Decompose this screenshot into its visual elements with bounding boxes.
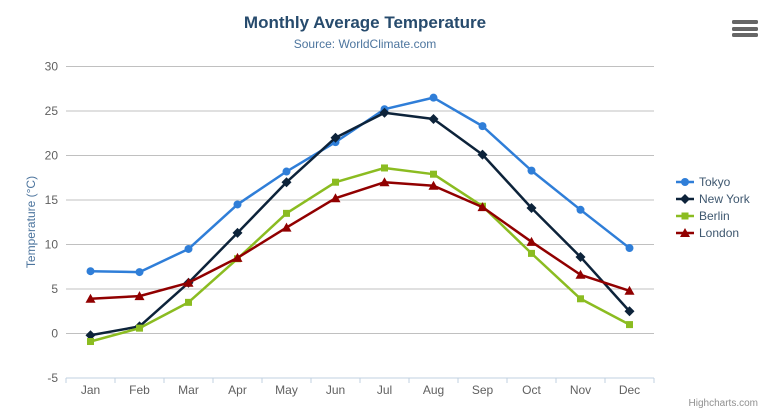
- series-line-new-york: [89, 111, 631, 337]
- data-point-new-york[interactable]: [575, 251, 586, 262]
- data-point-berlin[interactable]: [185, 298, 192, 306]
- legend-item-new-york[interactable]: New York: [676, 191, 750, 207]
- berlin-legend-marker-icon: [676, 212, 694, 220]
- x-axis-label: Jul: [377, 383, 392, 397]
- data-point-london[interactable]: [624, 285, 635, 295]
- data-point-london[interactable]: [134, 291, 145, 301]
- data-point-berlin[interactable]: [626, 321, 633, 329]
- y-axis-label: -5: [47, 371, 58, 385]
- series-line-tokyo: [89, 96, 631, 274]
- data-point-london[interactable]: [232, 252, 243, 262]
- chart-title: Monthly Average Temperature: [243, 13, 487, 32]
- y-axis-label: 0: [51, 327, 58, 341]
- y-axis-title: Temperature (°C): [24, 175, 38, 269]
- hamburger-icon: [732, 20, 758, 24]
- hamburger-icon: [732, 26, 758, 31]
- y-axis-label: 20: [45, 149, 59, 163]
- legend-label-berlin: Berlin: [699, 209, 730, 223]
- x-axis-label: Mar: [178, 383, 199, 397]
- data-point-new-york[interactable]: [624, 306, 635, 317]
- x-axis-label: Feb: [129, 383, 150, 397]
- data-point-new-york[interactable]: [477, 149, 488, 160]
- data-point-london[interactable]: [379, 177, 390, 187]
- legend-label-london: London: [699, 226, 740, 240]
- data-point-tokyo[interactable]: [233, 200, 242, 209]
- legend: Tokyo New York Berlin London: [676, 174, 750, 242]
- context-menu-button[interactable]: [732, 20, 758, 37]
- x-axis-label: Jun: [326, 383, 345, 397]
- data-point-new-york[interactable]: [85, 330, 96, 341]
- data-point-berlin[interactable]: [283, 209, 290, 217]
- series-line-london: [89, 180, 631, 301]
- tokyo-legend-marker-icon: [676, 178, 694, 186]
- hamburger-icon: [732, 33, 758, 37]
- data-point-tokyo[interactable]: [429, 93, 438, 102]
- data-point-london[interactable]: [428, 180, 439, 190]
- x-axis-label: Oct: [522, 383, 541, 397]
- data-point-tokyo[interactable]: [282, 167, 291, 176]
- data-point-tokyo[interactable]: [86, 267, 95, 276]
- data-point-new-york[interactable]: [379, 107, 390, 118]
- data-point-tokyo[interactable]: [527, 166, 536, 175]
- legend-label-new-york: New York: [699, 192, 750, 206]
- data-point-london[interactable]: [330, 193, 341, 203]
- x-axis-label: Aug: [423, 383, 444, 397]
- data-point-berlin[interactable]: [430, 170, 437, 178]
- data-point-london[interactable]: [85, 293, 96, 303]
- data-point-tokyo[interactable]: [625, 244, 634, 253]
- y-axis-label: 10: [45, 238, 59, 252]
- data-point-tokyo[interactable]: [478, 122, 487, 131]
- new-york-legend-marker-icon: [676, 194, 694, 204]
- legend-item-tokyo[interactable]: Tokyo: [676, 174, 750, 190]
- y-axis-label: 30: [45, 60, 59, 74]
- data-point-berlin[interactable]: [381, 164, 388, 172]
- data-point-london[interactable]: [477, 202, 488, 212]
- london-legend-marker-icon: [676, 228, 694, 237]
- data-point-berlin[interactable]: [577, 295, 584, 303]
- x-axis-label: Jan: [81, 383, 100, 397]
- x-axis-label: May: [275, 383, 298, 397]
- legend-label-tokyo: Tokyo: [699, 175, 731, 189]
- y-axis-label: 15: [45, 193, 59, 207]
- data-point-tokyo[interactable]: [184, 244, 193, 253]
- data-point-london[interactable]: [183, 277, 194, 287]
- chart-subtitle: Source: WorldClimate.com: [293, 37, 437, 51]
- data-point-tokyo[interactable]: [135, 268, 144, 277]
- data-point-new-york[interactable]: [281, 177, 292, 188]
- x-axis-label: Sep: [472, 383, 494, 397]
- data-point-berlin[interactable]: [332, 178, 339, 186]
- x-axis-label: Dec: [619, 383, 640, 397]
- series-line-berlin: [89, 166, 631, 343]
- data-point-new-york[interactable]: [232, 227, 243, 238]
- data-point-berlin[interactable]: [87, 338, 94, 346]
- credits-link[interactable]: Highcharts.com: [688, 398, 758, 409]
- data-point-london[interactable]: [575, 269, 586, 279]
- y-axis-label: 25: [45, 104, 59, 118]
- data-point-berlin[interactable]: [528, 249, 535, 257]
- data-point-new-york[interactable]: [526, 203, 537, 214]
- legend-item-london[interactable]: London: [676, 225, 750, 241]
- data-point-new-york[interactable]: [330, 132, 341, 143]
- legend-item-berlin[interactable]: Berlin: [676, 208, 750, 224]
- x-axis-label: Apr: [228, 383, 247, 397]
- data-point-london[interactable]: [281, 222, 292, 232]
- data-point-london[interactable]: [526, 236, 537, 246]
- data-point-tokyo[interactable]: [576, 205, 585, 214]
- x-axis-label: Nov: [570, 383, 591, 397]
- data-point-berlin[interactable]: [136, 324, 143, 332]
- data-point-new-york[interactable]: [428, 114, 439, 125]
- y-axis-label: 5: [51, 282, 58, 296]
